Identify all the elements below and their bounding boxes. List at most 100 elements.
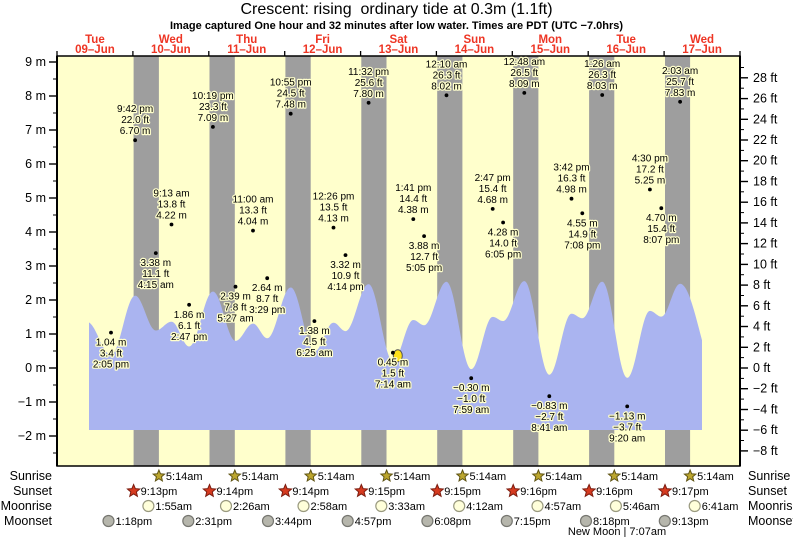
sunrise-time: 5:14am [394,471,431,483]
sunset-star-icon [657,483,673,498]
tide-point-dot [678,99,682,104]
right-axis-tick-label: 22 ft [753,133,778,147]
tide-annotation-line: 11:00 am [233,195,274,206]
tide-annotation-line: 5:05 pm [406,263,442,274]
right-axis-tick-label: 16 ft [753,195,778,209]
tide-annotation-line: 2:03 am [662,66,698,77]
sunrise-star-icon [151,468,166,482]
left-axis-tick-label: −2 m [18,429,46,443]
sunrise-time: 5:14am [697,471,734,483]
tide-annotation-line: −2.7 ft [535,412,563,423]
tide-annotation-line: 6.1 ft [178,321,200,332]
tide-annotation-line: 7:08 pm [564,240,600,251]
tide-annotation-line: 12.7 ft [410,252,438,263]
sunset-time: 9:17pm [672,486,709,498]
sunrise-time: 5:14am [318,471,355,483]
day-label-weekday: Mon [538,34,562,46]
low-tide-annotation: 2.39 m7.8 ft5:27 am [216,284,255,326]
tide-annotation-line: 14.4 ft [399,194,427,205]
moonset-icon [658,514,671,528]
astro-row-label-left: Moonrise [1,499,52,513]
left-axis-tick-label: 7 m [25,123,46,137]
astro-rows: Sunrise Sunrise 5:14am 5:14am 5:14am 5:14am 5:… [1,468,793,528]
left-axis-tick-label: 0 m [25,361,46,375]
tide-annotation-line: 7:14 am [375,380,411,391]
tide-annotation-line: 4.13 m [318,214,349,225]
sunset-star-icon [277,483,293,498]
moonrise-icon [609,499,623,513]
day-label-weekday: Thu [236,34,257,46]
sunset-star-icon [353,483,369,498]
tide-annotation-line: 5.25 m [635,176,666,187]
tide-annotation-line: 22.0 ft [121,115,149,126]
tide-point-dot [211,125,215,129]
tide-annotation-line: 6:25 am [296,348,332,359]
moonset-time: 7:15pm [514,516,551,528]
tide-point-dot [600,93,605,97]
right-axis-tick-label: 0 ft [753,361,771,375]
tide-annotation-line: 2:05 pm [93,360,129,371]
moonrise-icon [297,499,310,513]
tide-annotation-line: 3.88 m [409,241,440,252]
sunrise-time: 5:14am [166,471,203,483]
tide-annotation-line: 15.4 ft [647,224,675,235]
day-label-date: 17–Jun [682,44,722,56]
tide-annotation-line: 1:26 am [584,59,620,70]
tide-annotation-line: 1.04 m [96,338,127,349]
tide-annotation-line: 2:47 pm [475,173,511,184]
tide-annotation-line: 23.3 ft [199,102,227,113]
sunrise-star-icon [379,468,394,482]
tide-annotation-line: 4.55 m [567,218,598,229]
current-time-marker [392,349,403,363]
tide-annotation-line: 4.68 m [477,195,508,206]
low-tide-annotation: 3.88 m12.7 ft5:05 pm [405,234,443,275]
right-axis-tick-label: 18 ft [753,174,778,188]
tide-annotation-line: 2.64 m [252,283,283,294]
sunrise-time: 5:14am [242,471,279,483]
tide-annotation-line: 3.32 m [330,260,361,271]
moonrise-icon [453,499,466,513]
tide-annotation-line: 13.5 ft [320,203,348,214]
tide-annotation-line: 26.3 ft [433,70,461,81]
tide-annotation-line: 3:29 pm [249,305,285,316]
tide-annotation-line: 13.8 ft [158,200,186,211]
tide-point-dot [411,217,416,222]
left-axis-tick-label: 1 m [25,327,46,341]
tide-point-dot [366,100,371,105]
right-axis-tick-label: 12 ft [753,237,778,251]
sunrise-time: 5:14am [621,471,658,483]
tide-annotation-line: 3:42 pm [553,163,589,174]
astro-row-label-left: Sunrise [10,469,52,483]
tide-point-dot [580,211,585,216]
tide-annotation-line: 7.83 m [665,88,696,99]
moonset-time: 9:13pm [672,516,709,528]
tide-annotation-line: 11:32 pm [348,67,389,78]
sunset-time: 9:16pm [520,486,557,498]
moonset-icon [579,514,593,528]
tide-annotation-line: 25.6 ft [355,78,383,89]
low-tide-annotation: 0.45 m1.5 ft7:14 am [374,350,412,392]
astro-row-label-right: Sunset [748,484,787,498]
tide-annotation-line: 6.70 m [120,126,151,137]
tide-annotation-line: 10:55 pm [270,78,312,89]
tide-annotation-line: 24.5 ft [277,89,305,100]
left-axis-tick-label: −1 m [18,395,46,409]
right-axis-tick-label: −8 ft [753,444,778,458]
sunrise-star-icon [303,468,318,482]
moonset-time: 2:31pm [195,516,232,528]
tide-annotation-line: 4:15 am [138,280,174,291]
tide-annotation-line: 16.3 ft [558,174,586,185]
tide-point-dot [522,91,527,95]
tide-annotation-line: 17.2 ft [636,165,664,176]
right-axis-tick-label: 26 ft [753,92,778,106]
